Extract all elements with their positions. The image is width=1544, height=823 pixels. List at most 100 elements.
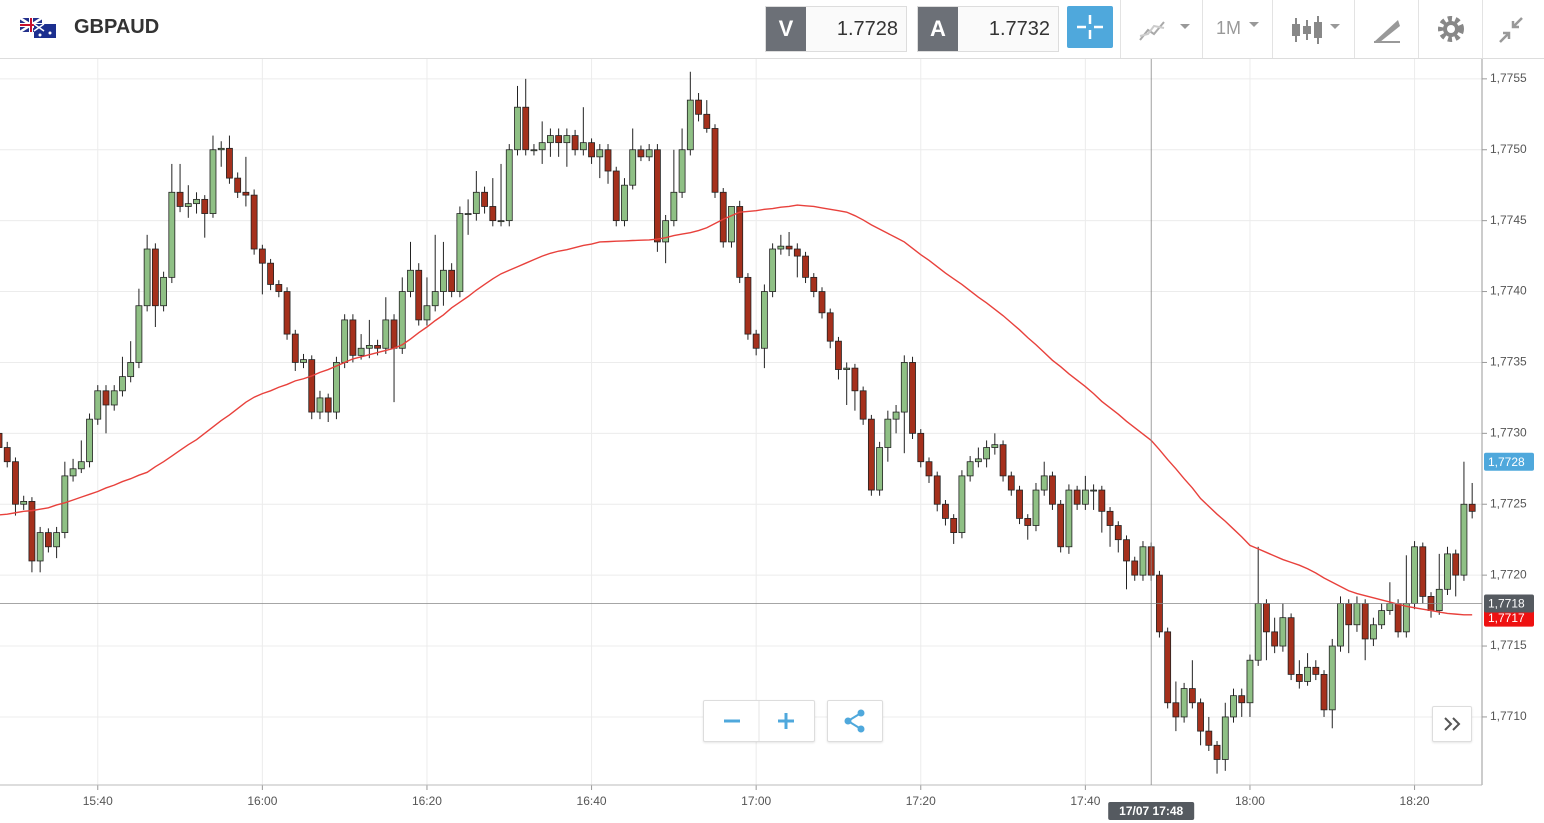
candle-body xyxy=(604,149,612,172)
candle-body xyxy=(431,291,439,307)
candle-body xyxy=(1271,631,1279,647)
candle-body xyxy=(1394,603,1402,633)
price-badge-label: 1,7728 xyxy=(1488,455,1525,469)
candle-body xyxy=(1180,688,1188,718)
x-tick-label: 15:40 xyxy=(83,794,113,808)
candle-body xyxy=(1452,553,1460,576)
candle-body xyxy=(201,198,209,214)
candle-body xyxy=(1411,546,1418,604)
candle-body xyxy=(184,203,192,207)
candle-type-button[interactable] xyxy=(1288,14,1344,46)
candle-body xyxy=(900,362,908,413)
candle-body xyxy=(267,262,274,285)
candle-body xyxy=(1139,546,1147,576)
candle-body xyxy=(793,248,801,257)
candle-body xyxy=(563,135,571,144)
candle-body xyxy=(925,461,933,477)
candle-body xyxy=(1024,518,1032,526)
candle-body xyxy=(489,206,497,222)
candle-body xyxy=(1032,489,1040,526)
draw-button[interactable] xyxy=(1370,14,1404,46)
candle-body xyxy=(1164,631,1172,704)
candle-body xyxy=(711,128,719,193)
x-tick-label: 18:00 xyxy=(1235,794,1265,808)
y-tick-label: 1,7745 xyxy=(1490,213,1527,227)
y-tick-label: 1,7735 xyxy=(1490,355,1527,369)
candle-body xyxy=(193,198,200,205)
candle-body xyxy=(44,532,52,548)
candle-body xyxy=(168,191,176,278)
candle-body xyxy=(1065,489,1073,548)
candle-body xyxy=(933,475,941,505)
symbol: GBPAUD xyxy=(74,16,160,38)
candle-body xyxy=(1361,603,1369,640)
candle-body xyxy=(505,149,513,222)
candle-body xyxy=(423,305,431,321)
crosshair-button[interactable] xyxy=(1067,6,1113,48)
candle-body xyxy=(390,319,398,349)
candle-body xyxy=(612,170,620,222)
y-tick-label: 1,7755 xyxy=(1490,71,1527,85)
candle-body xyxy=(1007,475,1015,491)
candle-body xyxy=(1435,588,1443,611)
candle-body xyxy=(300,359,307,363)
candle-body xyxy=(28,501,36,562)
candle-body xyxy=(1328,645,1336,711)
price-badge-label: 1,7717 xyxy=(1488,611,1525,625)
candle-body xyxy=(752,333,760,349)
candle-body xyxy=(999,444,1007,477)
candle-body xyxy=(1090,489,1097,492)
ask-box[interactable]: A 1.7732 xyxy=(917,6,1059,52)
candle-body xyxy=(538,142,546,151)
candle-body xyxy=(917,432,925,463)
scroll-right-button[interactable] xyxy=(1432,706,1472,742)
candle-body xyxy=(61,475,69,534)
candle-body xyxy=(275,284,283,292)
candle-body xyxy=(744,276,752,335)
candle-body xyxy=(958,475,966,534)
candle-body xyxy=(555,135,563,144)
price-badge xyxy=(1484,452,1534,471)
candle-body xyxy=(234,177,242,193)
candle-body xyxy=(1320,673,1328,711)
candle-body xyxy=(36,532,44,562)
x-tick-label: 16:00 xyxy=(247,794,277,808)
candle-body xyxy=(20,501,28,505)
crosshair-time-box xyxy=(1108,802,1195,820)
candle-body xyxy=(596,149,604,158)
zoom-in-button[interactable] xyxy=(778,713,794,729)
candle-body xyxy=(440,269,447,292)
candle-body xyxy=(571,135,579,151)
candle-body xyxy=(629,149,637,186)
candle-body xyxy=(1131,560,1139,576)
candle-body xyxy=(308,359,316,413)
bid-value: 1.7728 xyxy=(836,18,898,40)
candle-body xyxy=(695,99,702,115)
chart-type-button[interactable] xyxy=(1138,16,1194,44)
collapse-button[interactable] xyxy=(1496,14,1528,46)
candle-body xyxy=(876,447,884,491)
y-tick-label: 1,7720 xyxy=(1490,567,1527,581)
candle-body xyxy=(407,269,414,292)
candle-body xyxy=(1246,659,1254,704)
x-tick-label: 18:20 xyxy=(1400,794,1430,808)
y-tick-label: 1,7750 xyxy=(1490,142,1527,156)
bid-box[interactable]: V 1.7728 xyxy=(765,6,907,52)
candle-body xyxy=(1106,510,1114,526)
candle-body xyxy=(53,532,61,548)
candle-body xyxy=(991,444,999,448)
candle-body xyxy=(398,291,406,349)
candle-body xyxy=(69,468,77,477)
candle-body xyxy=(357,347,365,356)
candle-body xyxy=(859,390,867,420)
settings-button[interactable] xyxy=(1434,12,1468,46)
candle-body xyxy=(851,367,859,392)
candle-body xyxy=(637,149,645,158)
candle-body xyxy=(250,194,258,250)
candle-body xyxy=(341,319,349,363)
share-button[interactable] xyxy=(827,700,883,742)
timeframe[interactable]: 1M xyxy=(1216,18,1242,38)
x-tick-label: 17:00 xyxy=(741,794,771,808)
